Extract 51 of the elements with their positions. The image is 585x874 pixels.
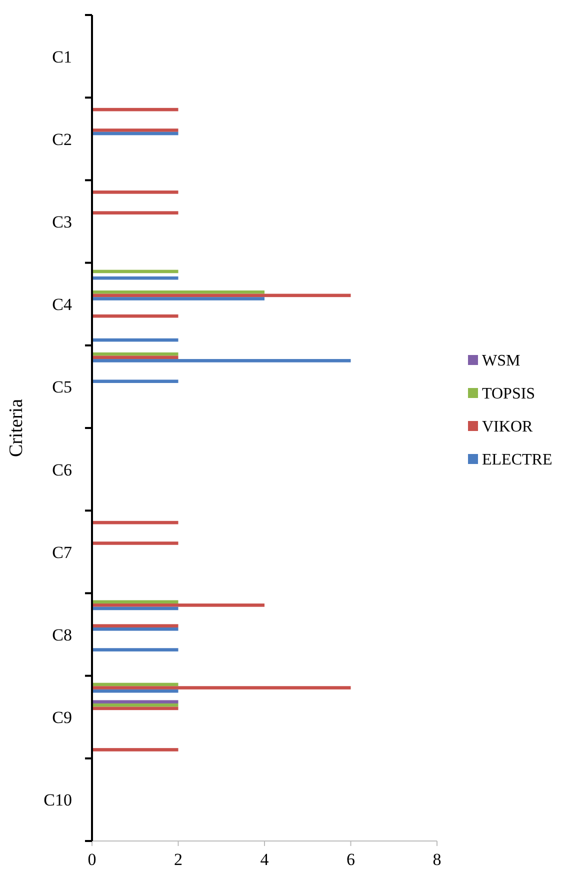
y-tick-label: C10 bbox=[44, 790, 72, 810]
y-tick-label: C1 bbox=[52, 47, 72, 66]
bar bbox=[92, 627, 178, 631]
bar bbox=[92, 703, 178, 707]
bar bbox=[92, 682, 178, 686]
y-tick-label: C3 bbox=[52, 212, 72, 232]
bar bbox=[92, 689, 178, 693]
x-tick-label: 8 bbox=[432, 850, 442, 869]
bar bbox=[92, 211, 178, 214]
bar bbox=[92, 380, 178, 383]
x-tick-label: 0 bbox=[88, 850, 96, 869]
y-tick-label: C7 bbox=[52, 542, 72, 562]
bar bbox=[92, 290, 264, 294]
bar bbox=[92, 128, 178, 132]
bar bbox=[92, 359, 351, 362]
bar bbox=[92, 294, 351, 298]
bar bbox=[92, 706, 178, 710]
bar bbox=[92, 276, 178, 280]
bar bbox=[92, 600, 178, 604]
y-tick-label: C4 bbox=[52, 295, 72, 314]
y-tick-label: C5 bbox=[52, 378, 72, 397]
bar bbox=[92, 604, 264, 607]
y-tick-label: C9 bbox=[52, 708, 72, 728]
bar bbox=[92, 338, 178, 342]
legend-label: TOPSIS bbox=[482, 386, 536, 403]
x-tick-label: 4 bbox=[260, 850, 270, 869]
legend-label: WSM bbox=[482, 352, 520, 370]
x-tick-label: 6 bbox=[346, 850, 355, 869]
legend-label: VIKOR bbox=[482, 418, 533, 436]
bar bbox=[92, 648, 178, 652]
bar bbox=[92, 606, 178, 610]
x-tick-label: 2 bbox=[174, 850, 182, 869]
bar bbox=[92, 270, 178, 274]
y-tick-label: C6 bbox=[52, 460, 72, 480]
bar bbox=[92, 190, 178, 194]
bar bbox=[92, 314, 178, 318]
y-tick-label: C2 bbox=[52, 130, 72, 149]
bar bbox=[92, 748, 178, 752]
y-tick-label: C8 bbox=[52, 625, 72, 644]
bar bbox=[92, 700, 178, 704]
bar bbox=[92, 297, 264, 300]
bar bbox=[92, 542, 178, 545]
y-axis-title: Criteria bbox=[6, 398, 27, 458]
bar bbox=[92, 132, 178, 136]
bar bbox=[92, 352, 178, 356]
bar bbox=[92, 108, 178, 112]
bar bbox=[92, 356, 178, 360]
legend-label: ELECTRE bbox=[482, 452, 552, 469]
bar bbox=[92, 686, 351, 690]
bar bbox=[92, 624, 178, 628]
bar bbox=[92, 520, 178, 524]
